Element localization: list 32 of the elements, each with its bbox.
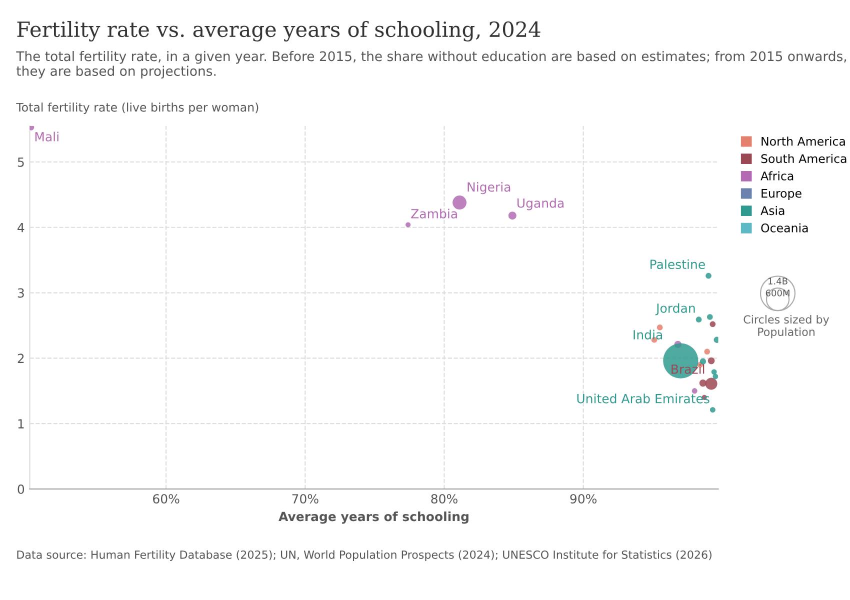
x-axis-title: Average years of schooling: [278, 512, 468, 524]
data-label: United Arab Emirates: [577, 394, 710, 404]
y-tick-label: 1: [18, 419, 24, 428]
y-tick-label: 4: [18, 223, 24, 232]
data-label: Jordan: [655, 303, 695, 316]
legend-label: Asia: [760, 206, 784, 216]
y-tick-label: 0: [18, 484, 24, 494]
data-label: Palestine: [650, 259, 705, 270]
data-label: Zambia: [411, 208, 457, 218]
chart-subtitle: The total fertility rate, in a given year. Before 2015, the share without education are based on estimates; from 2015 onwards, they are based on projections.: [16, 51, 846, 79]
x-tick-label: 90%: [570, 494, 597, 504]
legend-label: 1.4B: [768, 278, 788, 284]
y-tick-label: 2: [18, 354, 24, 363]
chart-title: Fertility rate vs. average years of schooling, 2024: [17, 21, 540, 42]
legend-label: Oceania: [761, 223, 808, 232]
source-note: Data source: Human Fertility Database (2025); UN, World Population Prospects (2024); UNESCO Institute for Statistics (2026): [17, 550, 712, 561]
y-tick-label: 5: [18, 158, 24, 167]
legend-label: Africa: [760, 171, 794, 180]
legend-label: North America: [762, 136, 845, 146]
text: Circles sized by Population: [744, 315, 830, 338]
data-label: India: [634, 330, 662, 340]
data-label: Nigeria: [468, 182, 510, 194]
data-label: Uganda: [517, 198, 564, 210]
x-tick-label: 70%: [292, 494, 318, 504]
legend-label: South America: [761, 154, 846, 164]
x-tick-label: 60%: [153, 494, 180, 504]
y-tick-label: 3: [18, 288, 24, 298]
x-tick-label: 80%: [431, 494, 458, 504]
legend-label: 600M: [766, 290, 790, 296]
data-label: Mali: [35, 132, 58, 142]
legend-label: Europe: [762, 188, 802, 200]
y-axis-title: Total fertility rate (live births per woman): [16, 102, 258, 114]
